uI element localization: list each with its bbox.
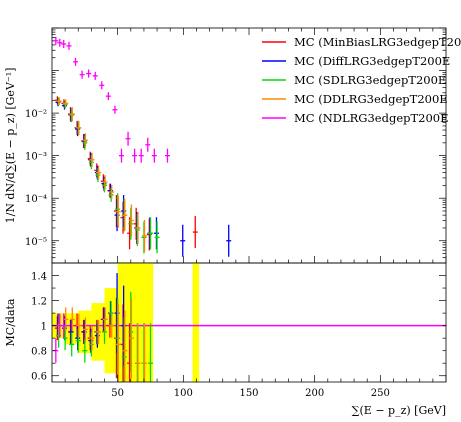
legend-entry: MC (NDLRG3edgepT200E bbox=[294, 111, 449, 125]
y-tick-label: 1.2 bbox=[31, 297, 47, 308]
legend-entry: MC (SDLRG3edgepT200E bbox=[294, 73, 446, 87]
x-tick-label: 50 bbox=[111, 388, 124, 399]
legend-entry: MC (MinBiasLRG3edgepT200E bbox=[294, 35, 461, 49]
y-axis-label: 1/N dN/d∑(E − p_z) [GeV⁻¹] bbox=[4, 68, 17, 224]
x-tick-label: 150 bbox=[239, 388, 258, 399]
y-tick-label: 1 bbox=[41, 322, 47, 333]
y-tick-label: 0.6 bbox=[31, 372, 47, 383]
y-tick-label: 10⁻⁴ bbox=[25, 194, 47, 205]
y-tick-label: 10⁻² bbox=[25, 109, 47, 120]
y-tick-label: 10⁻³ bbox=[25, 152, 47, 163]
y-tick-label: 1.4 bbox=[31, 272, 47, 283]
legend-entry: MC (DDLRG3edgepT200E bbox=[294, 92, 448, 106]
x-tick-label: 200 bbox=[305, 388, 324, 399]
y-tick-label: 10⁻⁵ bbox=[25, 237, 47, 248]
ratio-panel: 0.6 0.8 1 1.2 1.4 50 100 150 200 250 MC/data ∑(E − … bbox=[4, 262, 447, 417]
x-tick-label: 250 bbox=[371, 388, 390, 399]
y-tick-label: 0.8 bbox=[31, 347, 47, 358]
x-axis-label: ∑(E − p_z) [GeV] bbox=[352, 404, 446, 417]
ratio-y-axis-label: MC/data bbox=[4, 298, 17, 346]
legend-entry: MC (DiffLRG3edgepT200E bbox=[294, 54, 450, 68]
main-panel: 10⁻² 10⁻³ 10⁻⁴ 10⁻⁵ 1/N dN/d∑(E − p_z) [GeV⁻… bbox=[4, 27, 461, 264]
uncertainty-band-segment bbox=[192, 263, 200, 382]
x-tick-label: 100 bbox=[174, 388, 193, 399]
